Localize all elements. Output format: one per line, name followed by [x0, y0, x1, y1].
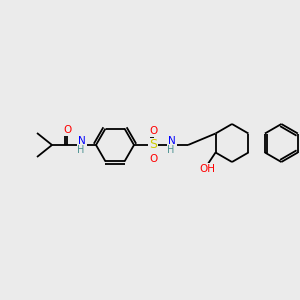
- Text: OH: OH: [200, 164, 215, 173]
- Text: N: N: [78, 136, 86, 146]
- Text: N: N: [168, 136, 176, 146]
- Text: S: S: [149, 139, 157, 152]
- Text: O: O: [149, 126, 157, 136]
- Text: H: H: [77, 145, 85, 155]
- Text: O: O: [63, 125, 71, 135]
- Text: O: O: [149, 154, 157, 164]
- Text: H: H: [167, 145, 175, 155]
